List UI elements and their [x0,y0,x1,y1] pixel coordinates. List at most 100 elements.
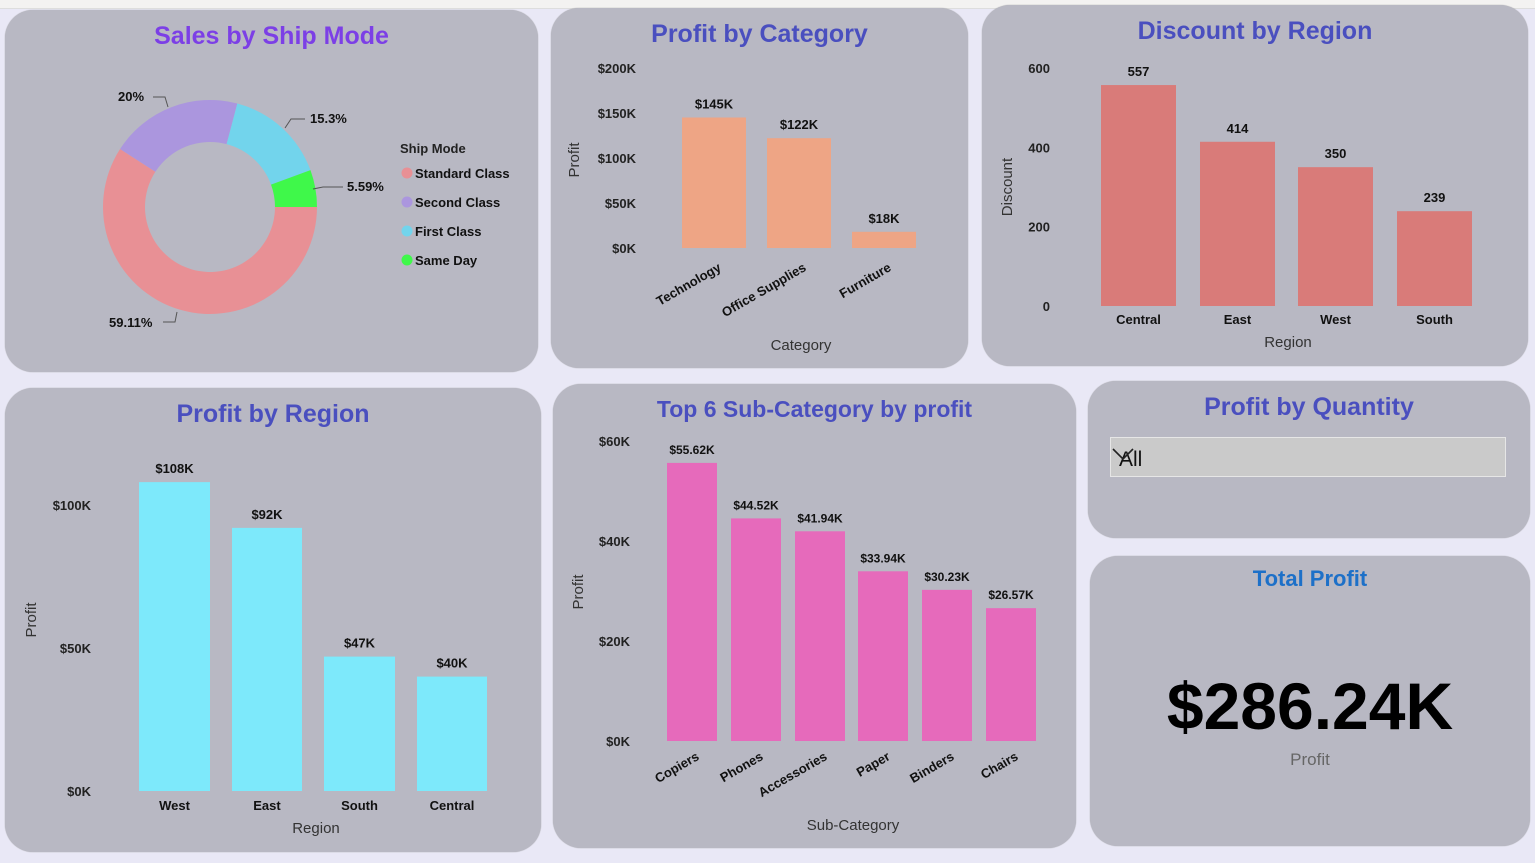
card-title: Total Profit [1252,566,1368,591]
bar [1298,167,1373,306]
y-tick-label: $50K [605,196,637,211]
bar-chart: $0K $20K $40K $60K $55.62K Copiers $44.52K Phon… [570,434,1036,834]
profit-by-region-card: Profit by Region $0K $50K $100K $108K West $9… [5,388,541,852]
y-tick-label: $0K [606,734,630,749]
x-tick-label: West [1320,312,1351,327]
bar [767,138,831,248]
card-title: Top 6 Sub-Category by profit [656,396,973,422]
quantity-dropdown[interactable]: All [1110,437,1506,477]
card-title: Profit by Category [651,20,868,48]
y-tick-label: $40K [599,534,631,549]
y-tick-label: $150K [598,106,637,121]
bar-chart: $0K $50K $100K $150K $200K $145K Technology $12… [566,61,916,354]
sales-by-ship-mode-card: Sales by Ship Mode 59.11% 20% 15.3% 5.59% Sh… [5,10,538,372]
bar [922,589,972,741]
x-tick-label: West [159,798,190,813]
legend-marker [401,225,413,237]
data-label: $47K [344,636,376,651]
data-label: $26.57K [988,588,1034,602]
x-tick-label: East [1224,312,1252,327]
x-tick-label: Technology [654,259,725,308]
bar [139,482,210,791]
x-tick-label: Accessories [756,749,830,800]
leader-line [163,311,178,323]
data-label: $44.52K [733,498,779,512]
data-label: 414 [1227,121,1249,136]
y-tick-label: $20K [599,634,631,649]
bar [417,676,487,791]
chevron-down-icon [1112,448,1134,461]
bar [986,608,1036,741]
x-tick-label: Central [1116,312,1161,327]
donut-slice [271,170,317,207]
legend-item: Standard Class [415,166,510,181]
y-tick-label: 600 [1028,61,1050,76]
data-label: $40K [436,656,468,671]
kpi-label: Profit [1290,750,1330,769]
y-tick-label: $0K [612,241,636,256]
y-tick-label: 200 [1028,220,1050,235]
data-label: 239 [1424,190,1446,205]
data-label: 557 [1128,64,1150,79]
x-tick-label: South [1416,312,1453,327]
bar [682,117,746,248]
data-label: $145K [695,97,734,112]
bar [667,462,717,741]
donut-slice [120,99,238,172]
x-tick-label: Binders [907,749,956,786]
y-tick-label: 0 [1043,299,1050,314]
x-tick-label: Central [430,798,475,813]
y-tick-label: $100K [53,498,92,513]
data-label: 5.59% [347,179,384,194]
y-axis-title: Discount [999,157,1016,216]
data-label: $108K [155,461,194,476]
data-label: $33.94K [860,551,906,565]
x-tick-label: Paper [854,749,893,780]
x-tick-label: Chairs [978,749,1021,782]
x-tick-label: Furniture [837,260,894,302]
bar [795,531,845,741]
y-tick-label: $0K [67,784,91,799]
card-title: Sales by Ship Mode [154,22,389,50]
discount-by-region-card: Discount by Region 0 200 400 600 557 Central 4… [982,5,1528,366]
legend-marker [401,167,413,179]
x-tick-label: South [341,798,378,813]
leader-line [284,118,305,129]
data-label: 20% [118,89,144,104]
y-tick-label: $60K [599,434,631,449]
total-profit-card: Total Profit $286.24K Profit [1090,556,1530,846]
bar [232,527,302,791]
donut-chart: 59.11% 20% 15.3% 5.59% Ship Mode Standard Cla… [102,89,510,330]
y-tick-label: $100K [598,151,637,166]
bar [858,571,908,741]
legend-marker [401,196,413,208]
profit-by-category-card: Profit by Category $0K $50K $100K $150K $200… [551,8,968,368]
x-tick-label: Phones [717,749,765,785]
data-label: $30.23K [924,570,970,584]
data-label: $122K [780,117,819,132]
profit-by-quantity-slicer-card: Profit by Quantity All [1088,381,1530,538]
donut-slice [226,103,311,185]
legend-item: First Class [415,224,481,239]
data-label: 59.11% [109,315,153,330]
bar [852,231,916,248]
y-axis-title: Profit [23,602,40,638]
data-label: 350 [1325,146,1347,161]
legend-item: Second Class [415,195,500,210]
data-label: $41.94K [797,511,843,525]
x-axis-title: Region [292,820,340,837]
leader-line [153,96,169,108]
bar-chart: 0 200 400 600 557 Central 414 East 350 West 239 Sou… [999,61,1472,351]
x-tick-label: Copiers [652,749,701,786]
bar [1397,211,1472,306]
y-tick-label: 400 [1028,140,1050,155]
x-tick-label: East [253,798,281,813]
card-title: Profit by Quantity [1204,393,1414,421]
bar [1200,141,1275,306]
y-axis-title: Profit [570,574,587,610]
legend-title: Ship Mode [400,141,466,156]
leader-line [312,186,343,190]
card-title: Discount by Region [1137,17,1373,45]
x-axis-title: Region [1264,334,1312,351]
bar [731,518,781,741]
